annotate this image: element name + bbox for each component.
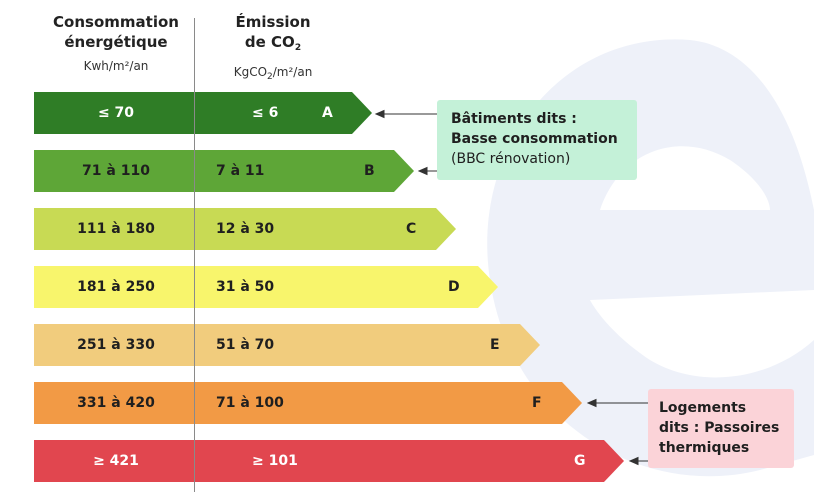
rating-bar-tip bbox=[352, 92, 372, 134]
rating-letter: C bbox=[406, 221, 417, 237]
energy-column-header: Consommation énergétique Kwh/m²/an bbox=[34, 12, 198, 74]
co2-title: Émission de CO2 bbox=[198, 12, 348, 58]
rating-bar-body bbox=[34, 150, 394, 192]
energy-value: ≤ 70 bbox=[97, 105, 135, 121]
rating-bar-tip bbox=[562, 382, 582, 424]
co2-value: 7 à 11 bbox=[216, 163, 265, 179]
callout-bbc-line3: (BBC rénovation) bbox=[451, 151, 571, 167]
rating-bar-f: 331 à 420 71 à 100 F bbox=[34, 382, 582, 424]
callout-passoires: Logements dits : Passoires thermiques bbox=[648, 389, 794, 468]
rating-letter: G bbox=[574, 453, 586, 469]
rating-bar-tip bbox=[394, 150, 414, 192]
rating-bar-e: 251 à 330 51 à 70 E bbox=[34, 324, 540, 366]
rating-bar-tip bbox=[520, 324, 540, 366]
co2-value: ≤ 6 bbox=[252, 105, 279, 121]
column-divider bbox=[194, 18, 195, 492]
co2-title-sub: 2 bbox=[294, 43, 302, 53]
rating-bar-body bbox=[34, 324, 520, 366]
rating-bar-body bbox=[34, 440, 604, 482]
rating-bar-body bbox=[34, 266, 478, 308]
co2-title-line1: Émission bbox=[235, 13, 311, 31]
callout-bbc-line2: Basse consommation bbox=[451, 131, 618, 147]
energy-value: 331 à 420 bbox=[77, 395, 155, 411]
rating-bar-tip bbox=[436, 208, 456, 250]
co2-value: 12 à 30 bbox=[216, 221, 275, 237]
energy-value: 181 à 250 bbox=[77, 279, 155, 295]
co2-value: 71 à 100 bbox=[216, 395, 284, 411]
rating-letter: A bbox=[322, 105, 333, 121]
rating-bar-tip bbox=[604, 440, 624, 482]
co2-value: 51 à 70 bbox=[216, 337, 275, 353]
callout-bbc: Bâtiments dits : Basse consommation (BBC… bbox=[437, 100, 637, 180]
rating-letter: B bbox=[364, 163, 375, 179]
co2-unit-sub: 2 bbox=[267, 72, 273, 82]
rating-bar-a: ≤ 70 ≤ 6 A bbox=[34, 92, 372, 134]
rating-bar-tip bbox=[478, 266, 498, 308]
co2-unit: KgCO2/m²/an bbox=[198, 64, 348, 85]
rating-bar-b: 71 à 110 7 à 11 B bbox=[34, 150, 414, 192]
rating-letter: F bbox=[532, 395, 542, 411]
rating-letter: D bbox=[448, 279, 460, 295]
co2-value: 31 à 50 bbox=[216, 279, 275, 295]
rating-bar-body bbox=[34, 92, 352, 134]
callout-bbc-line1: Bâtiments dits : bbox=[451, 111, 577, 127]
energy-title: Consommation énergétique bbox=[34, 12, 198, 52]
co2-unit-prefix: KgCO bbox=[233, 65, 268, 79]
energy-value: 111 à 180 bbox=[77, 221, 155, 237]
energy-unit: Kwh/m²/an bbox=[83, 59, 149, 73]
rating-bar-g: ≥ 421 ≥ 101 G bbox=[34, 440, 624, 482]
co2-unit-suffix: /m²/an bbox=[272, 65, 313, 79]
energy-title-line1: Consommation bbox=[53, 13, 179, 31]
callout-passoires-line3: thermiques bbox=[659, 440, 750, 456]
callout-passoires-line1: Logements bbox=[659, 400, 747, 416]
energy-value: 251 à 330 bbox=[77, 337, 155, 353]
energy-value: ≥ 421 bbox=[93, 453, 139, 469]
co2-column-header: Émission de CO2 KgCO2/m²/an bbox=[198, 12, 348, 85]
energy-title-line2: énergétique bbox=[64, 33, 168, 51]
co2-title-line2: de CO2 bbox=[198, 32, 348, 58]
callout-passoires-line2: dits : Passoires bbox=[659, 420, 780, 436]
energy-value: 71 à 110 bbox=[82, 163, 150, 179]
co2-value: ≥ 101 bbox=[252, 453, 298, 469]
rating-letter: E bbox=[490, 337, 500, 353]
rating-bar-body bbox=[34, 382, 562, 424]
rating-bar-body bbox=[34, 208, 436, 250]
rating-bar-d: 181 à 250 31 à 50 D bbox=[34, 266, 498, 308]
rating-bar-c: 111 à 180 12 à 30 C bbox=[34, 208, 456, 250]
co2-title-text: de CO bbox=[244, 33, 295, 51]
